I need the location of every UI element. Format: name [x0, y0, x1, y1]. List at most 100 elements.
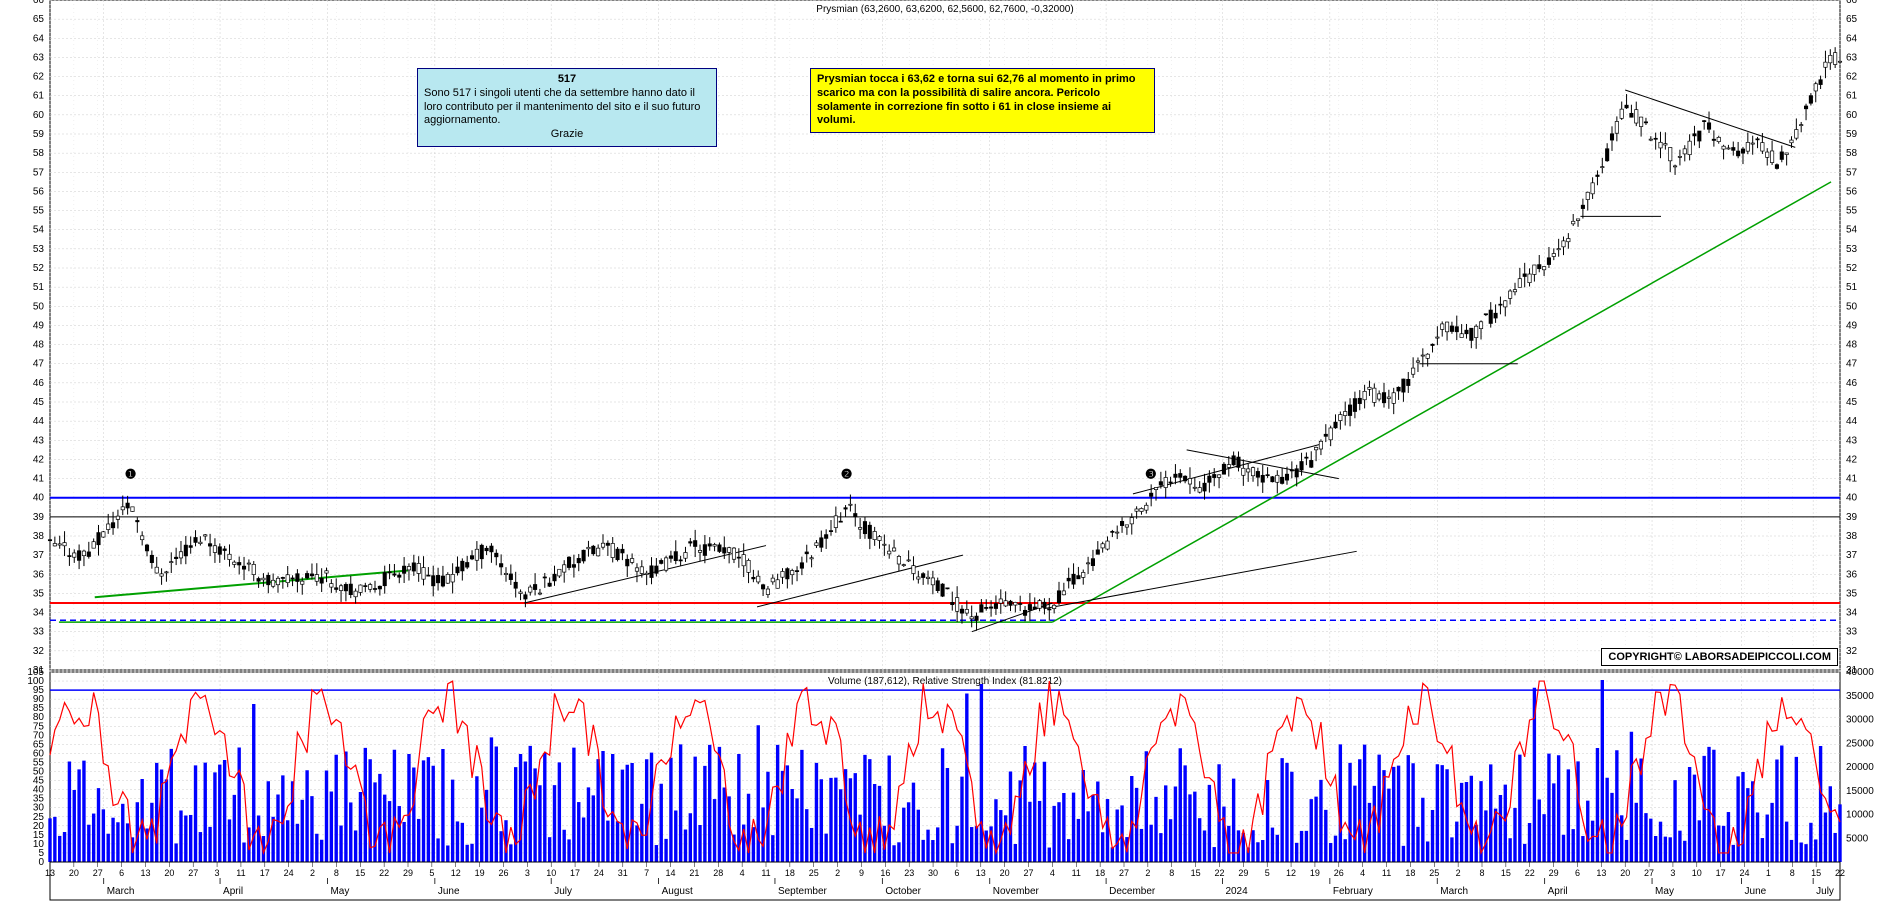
svg-text:8: 8: [1790, 868, 1795, 878]
svg-text:17: 17: [1716, 868, 1726, 878]
svg-text:56: 56: [1846, 186, 1858, 197]
svg-text:56: 56: [33, 186, 45, 197]
svg-text:18: 18: [785, 868, 795, 878]
svg-text:54: 54: [33, 225, 45, 236]
svg-text:April: April: [1548, 886, 1568, 897]
svg-text:45: 45: [33, 397, 45, 408]
svg-text:20: 20: [69, 868, 79, 878]
svg-text:38: 38: [33, 531, 45, 542]
svg-text:❶: ❶: [125, 467, 137, 482]
svg-text:54: 54: [1846, 225, 1858, 236]
svg-text:8: 8: [334, 868, 339, 878]
svg-text:13: 13: [1596, 868, 1606, 878]
svg-text:22: 22: [379, 868, 389, 878]
svg-text:May: May: [1655, 886, 1674, 897]
svg-text:52: 52: [1846, 263, 1858, 274]
svg-text:5: 5: [429, 868, 434, 878]
svg-text:33: 33: [33, 627, 45, 638]
svg-text:25000: 25000: [1846, 738, 1874, 749]
svg-text:47: 47: [33, 359, 45, 370]
svg-text:40: 40: [33, 493, 45, 504]
svg-text:64: 64: [1846, 33, 1858, 44]
svg-text:27: 27: [188, 868, 198, 878]
svg-text:20: 20: [1620, 868, 1630, 878]
svg-text:10: 10: [546, 868, 556, 878]
svg-text:41: 41: [33, 474, 45, 485]
svg-text:2024: 2024: [1225, 886, 1248, 897]
svg-text:37: 37: [1846, 550, 1858, 561]
svg-text:March: March: [1440, 886, 1468, 897]
svg-text:39: 39: [33, 512, 45, 523]
svg-text:41: 41: [1846, 474, 1858, 485]
svg-text:2: 2: [1456, 868, 1461, 878]
svg-text:3: 3: [1670, 868, 1675, 878]
svg-text:22: 22: [1525, 868, 1535, 878]
svg-text:6: 6: [954, 868, 959, 878]
svg-text:55: 55: [1846, 206, 1858, 217]
svg-text:33: 33: [1846, 627, 1858, 638]
svg-text:11: 11: [236, 868, 245, 878]
svg-text:21: 21: [689, 868, 699, 878]
svg-text:6: 6: [1575, 868, 1580, 878]
svg-text:48: 48: [33, 340, 45, 351]
svg-text:17: 17: [570, 868, 580, 878]
svg-text:20000: 20000: [1846, 762, 1874, 773]
svg-text:August: August: [662, 886, 693, 897]
svg-text:15: 15: [355, 868, 365, 878]
svg-text:53: 53: [33, 244, 45, 255]
svg-text:34: 34: [1846, 608, 1858, 619]
svg-text:13: 13: [976, 868, 986, 878]
svg-text:64: 64: [33, 33, 45, 44]
svg-text:13: 13: [140, 868, 150, 878]
svg-text:51: 51: [1846, 282, 1858, 293]
box-blue-body: Sono 517 i singoli utenti che da settemb…: [424, 87, 710, 128]
svg-text:49: 49: [33, 320, 45, 331]
svg-text:20: 20: [1000, 868, 1010, 878]
svg-text:58: 58: [33, 148, 45, 159]
svg-text:26: 26: [1334, 868, 1344, 878]
svg-text:36: 36: [1846, 569, 1858, 580]
box-blue-footer: Grazie: [424, 128, 710, 142]
svg-text:52: 52: [33, 263, 45, 274]
svg-text:35: 35: [33, 588, 45, 599]
svg-text:2: 2: [310, 868, 315, 878]
svg-text:59: 59: [1846, 129, 1858, 140]
svg-text:18: 18: [1405, 868, 1415, 878]
svg-text:42: 42: [33, 454, 45, 465]
svg-text:13: 13: [45, 868, 55, 878]
svg-text:29: 29: [1238, 868, 1248, 878]
svg-text:July: July: [554, 886, 572, 897]
copyright-label: COPYRIGHT© LABORSADEIPICCOLI.COM: [1601, 648, 1838, 666]
svg-text:4: 4: [1050, 868, 1055, 878]
svg-text:June: June: [438, 886, 460, 897]
svg-text:30000: 30000: [1846, 715, 1874, 726]
svg-text:7: 7: [644, 868, 649, 878]
svg-text:46: 46: [33, 378, 45, 389]
svg-text:15: 15: [1501, 868, 1511, 878]
svg-text:May: May: [330, 886, 349, 897]
svg-text:42: 42: [1846, 454, 1858, 465]
svg-text:December: December: [1109, 886, 1156, 897]
svg-text:27: 27: [1119, 868, 1129, 878]
svg-text:105: 105: [27, 667, 44, 678]
svg-text:51: 51: [33, 282, 45, 293]
svg-text:4: 4: [740, 868, 745, 878]
svg-text:17: 17: [260, 868, 270, 878]
svg-text:20: 20: [164, 868, 174, 878]
svg-text:49: 49: [1846, 320, 1858, 331]
svg-text:57: 57: [1846, 167, 1858, 178]
svg-text:28: 28: [713, 868, 723, 878]
svg-text:2: 2: [1145, 868, 1150, 878]
svg-text:62: 62: [1846, 72, 1858, 83]
svg-text:38: 38: [1846, 531, 1858, 542]
svg-text:32: 32: [1846, 646, 1858, 657]
info-box-yellow: Prysmian tocca i 63,62 e torna sui 62,76…: [810, 68, 1155, 133]
svg-text:22: 22: [1214, 868, 1224, 878]
svg-text:57: 57: [33, 167, 45, 178]
svg-text:12: 12: [451, 868, 461, 878]
svg-text:23: 23: [904, 868, 914, 878]
svg-text:March: March: [107, 886, 135, 897]
svg-text:50: 50: [33, 301, 45, 312]
svg-text:61: 61: [1846, 91, 1858, 102]
svg-text:44: 44: [33, 416, 45, 427]
